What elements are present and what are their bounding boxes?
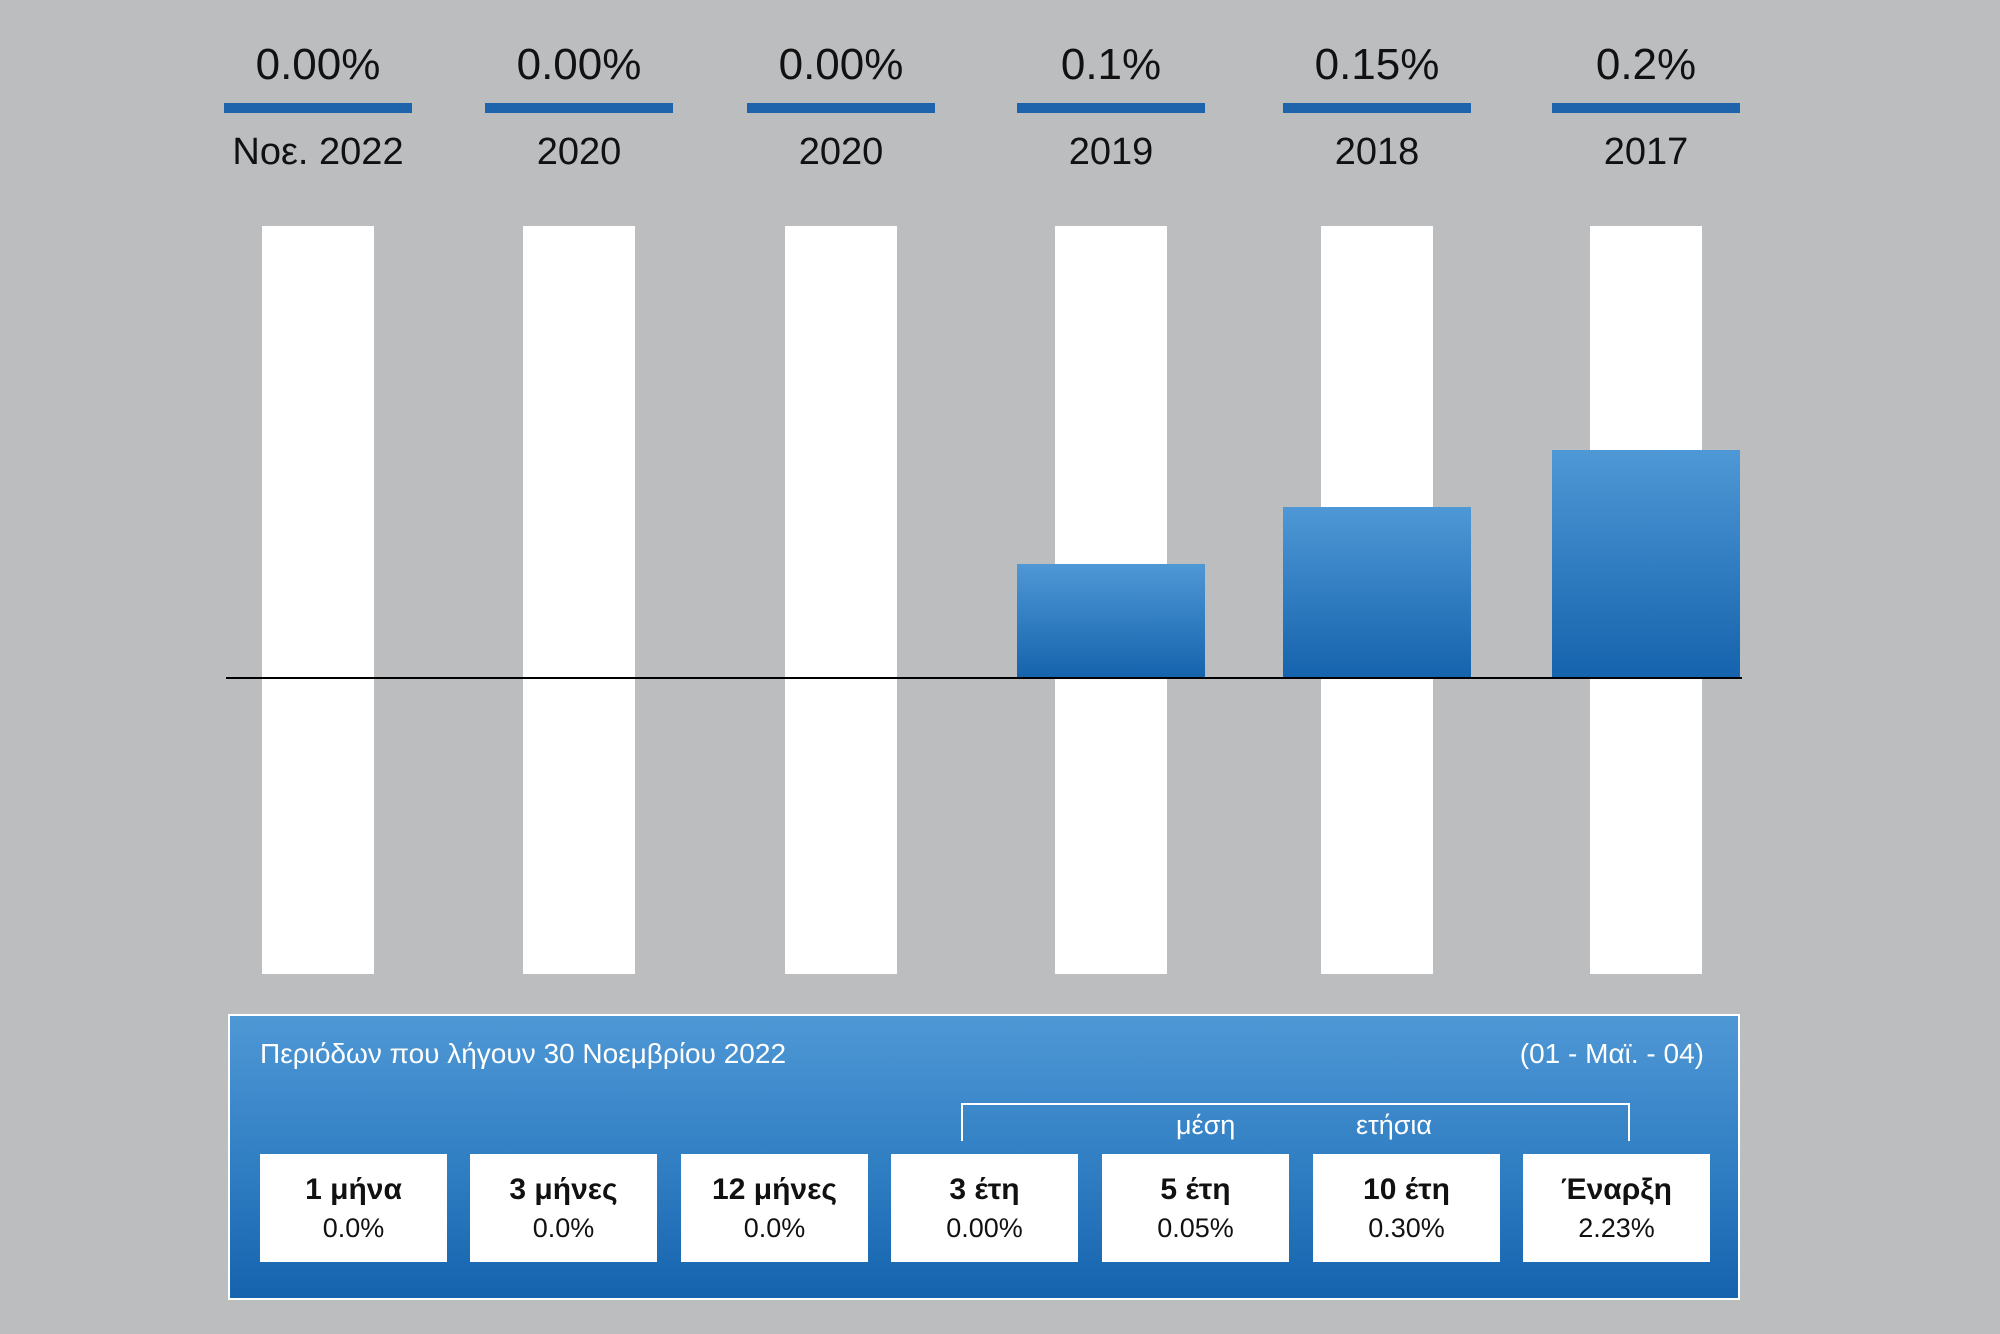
value-underline — [747, 103, 935, 113]
category-label: Νοε. 2022 — [232, 131, 403, 173]
category-label: 2020 — [537, 131, 622, 173]
value-label: 0.00% — [779, 40, 904, 89]
average-annual-bracket — [961, 1103, 1630, 1141]
category-label: 2020 — [799, 131, 884, 173]
summary-cell-1-month: 1 μήνα 0.0% — [260, 1154, 447, 1262]
category-label: 2019 — [1069, 131, 1154, 173]
performance-bar-chart: 0.00% Νοε. 2022 0.00% 2020 0.00% 2020 0.1% 2019… — [224, 40, 1742, 974]
summary-cell-period: 5 έτη — [1160, 1173, 1231, 1206]
value-underline — [485, 103, 673, 113]
value-label: 0.1% — [1061, 40, 1161, 89]
bar-track — [785, 226, 897, 974]
value-label: 0.2% — [1596, 40, 1696, 89]
value-underline — [1017, 103, 1205, 113]
category-label: 2018 — [1335, 131, 1420, 173]
summary-panel: Περιόδων που λήγουν 30 Νοεμβρίου 2022 (0… — [228, 1014, 1740, 1300]
summary-cell-value: 0.0% — [743, 1213, 806, 1243]
value-underline — [1283, 103, 1471, 113]
summary-cell-period: 3 μήνες — [509, 1173, 618, 1206]
summary-cell-12-months: 12 μήνες 0.0% — [681, 1154, 868, 1262]
summary-cell-10-years: 10 έτη 0.30% — [1313, 1154, 1500, 1262]
summary-cell-period: 10 έτη — [1363, 1173, 1450, 1206]
bar-track — [262, 226, 374, 974]
value-label: 0.15% — [1315, 40, 1440, 89]
summary-cell-value: 2.23% — [1578, 1213, 1655, 1243]
summary-cell-period: 12 μήνες — [712, 1173, 837, 1206]
value-label: 0.00% — [256, 40, 381, 89]
summary-range: (01 - Μαϊ. - 04) — [1519, 1038, 1704, 1069]
category-label: 2017 — [1604, 131, 1689, 173]
summary-cell-period: 1 μήνα — [305, 1173, 402, 1206]
average-label: μέση — [1176, 1110, 1236, 1140]
value-underline — [224, 103, 412, 113]
summary-cell-3-months: 3 μήνες 0.0% — [470, 1154, 657, 1262]
summary-cell-value: 0.05% — [1157, 1213, 1234, 1243]
bar-5 — [1283, 507, 1471, 678]
summary-cell-value: 0.0% — [532, 1213, 595, 1243]
bar-6 — [1552, 450, 1740, 678]
summary-cell-period: 3 έτη — [949, 1173, 1020, 1206]
summary-cell-5-years: 5 έτη 0.05% — [1102, 1154, 1289, 1262]
summary-cell-value: 0.0% — [322, 1213, 385, 1243]
bar-4 — [1017, 564, 1205, 678]
summary-cell-inception: Έναρξη 2.23% — [1523, 1154, 1710, 1262]
summary-title: Περιόδων που λήγουν 30 Νοεμβρίου 2022 — [260, 1038, 787, 1069]
summary-cell-3-years: 3 έτη 0.00% — [891, 1154, 1078, 1262]
summary-cell-value: 0.00% — [946, 1213, 1023, 1243]
annual-label: ετήσια — [1356, 1110, 1432, 1140]
bar-track — [523, 226, 635, 974]
summary-cell-period: Έναρξη — [1561, 1173, 1672, 1206]
value-underline — [1552, 103, 1740, 113]
value-label: 0.00% — [517, 40, 642, 89]
summary-cell-value: 0.30% — [1368, 1213, 1445, 1243]
